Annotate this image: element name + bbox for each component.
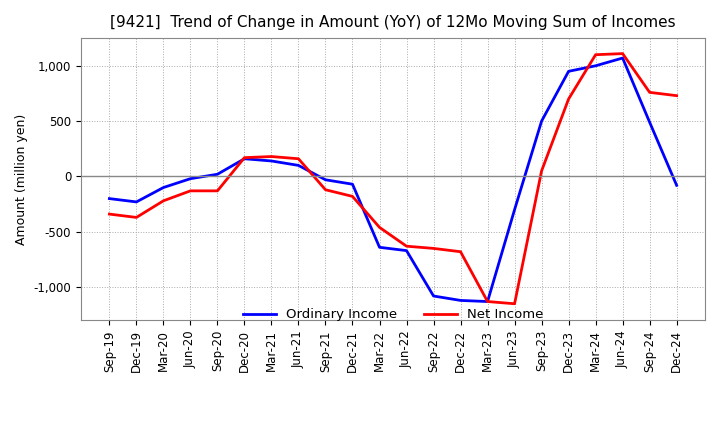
Net Income: [159, 198, 168, 203]
Ordinary Income: [132, 199, 140, 205]
Ordinary Income: [510, 207, 519, 213]
Ordinary Income: [564, 69, 573, 74]
Ordinary Income: [483, 299, 492, 304]
Net Income: [375, 225, 384, 230]
Net Income: [537, 168, 546, 173]
Net Income: [429, 246, 438, 251]
Net Income: [672, 93, 681, 98]
Ordinary Income: [591, 63, 600, 69]
Line: Net Income: Net Income: [109, 54, 677, 304]
Ordinary Income: [105, 196, 114, 201]
Ordinary Income: [618, 55, 627, 61]
Ordinary Income: [429, 293, 438, 299]
Net Income: [294, 156, 303, 161]
Net Income: [456, 249, 465, 254]
Net Income: [132, 215, 140, 220]
Net Income: [402, 244, 411, 249]
Ordinary Income: [456, 298, 465, 303]
Net Income: [564, 96, 573, 102]
Ordinary Income: [402, 248, 411, 253]
Net Income: [240, 155, 249, 160]
Ordinary Income: [375, 245, 384, 250]
Legend: Ordinary Income, Net Income: Ordinary Income, Net Income: [236, 302, 550, 328]
Ordinary Income: [537, 118, 546, 124]
Ordinary Income: [672, 183, 681, 188]
Net Income: [321, 187, 330, 192]
Ordinary Income: [240, 156, 249, 161]
Ordinary Income: [213, 172, 222, 177]
Net Income: [213, 188, 222, 194]
Y-axis label: Amount (million yen): Amount (million yen): [15, 114, 28, 245]
Ordinary Income: [321, 177, 330, 183]
Net Income: [267, 154, 276, 159]
Net Income: [105, 212, 114, 217]
Ordinary Income: [294, 163, 303, 168]
Ordinary Income: [267, 158, 276, 164]
Ordinary Income: [159, 185, 168, 190]
Net Income: [483, 299, 492, 304]
Net Income: [348, 194, 357, 199]
Net Income: [510, 301, 519, 306]
Line: Ordinary Income: Ordinary Income: [109, 58, 677, 301]
Ordinary Income: [186, 176, 194, 181]
Net Income: [618, 51, 627, 56]
Ordinary Income: [348, 182, 357, 187]
Net Income: [186, 188, 194, 194]
Title: [9421]  Trend of Change in Amount (YoY) of 12Mo Moving Sum of Incomes: [9421] Trend of Change in Amount (YoY) o…: [110, 15, 676, 30]
Ordinary Income: [645, 120, 654, 125]
Net Income: [591, 52, 600, 57]
Net Income: [645, 90, 654, 95]
